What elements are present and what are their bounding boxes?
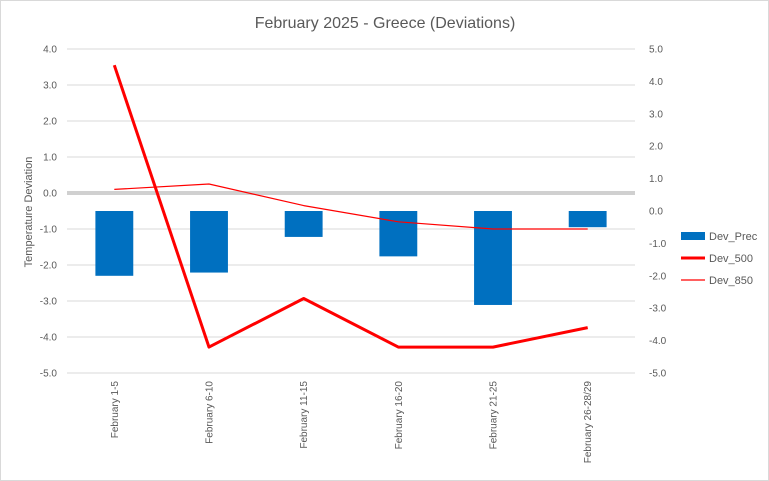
- x-tick-label: February 26-28/29: [583, 381, 594, 464]
- y-tick-label: -1.0: [40, 225, 58, 236]
- y-tick-label: -2.0: [40, 261, 58, 272]
- x-tick-label: February 21-25: [489, 381, 500, 450]
- y-tick-label: -5.0: [40, 369, 58, 380]
- y-tick-label: -3.0: [40, 297, 58, 308]
- y-tick-label: 2.0: [43, 117, 57, 128]
- y2-tick-label: 4.0: [649, 77, 663, 88]
- x-tick-label: February 11-15: [299, 381, 310, 449]
- chart-title: February 2025 - Greece (Deviations): [255, 15, 516, 32]
- y2-tick-label: -1.0: [649, 239, 667, 250]
- x-tick-label: February 1-5: [110, 381, 121, 439]
- plot-area: [95, 64, 607, 349]
- x-tick-label: February 16-20: [394, 381, 405, 450]
- y-axis-right: 5.0 4.0 3.0 2.0 1.0 0.0 -1.0 -2.0 -3.0 -4.0 -5.0: [649, 45, 667, 380]
- y-tick-label: 1.0: [43, 153, 57, 164]
- y-axis-title: Temperature Deviation: [23, 157, 35, 268]
- y2-tick-label: 0.0: [649, 207, 663, 218]
- bar-dev-prec: [568, 211, 607, 228]
- x-axis: February 1-5 February 6-10 February 11-15 F…: [110, 381, 594, 464]
- y2-tick-label: -2.0: [649, 271, 667, 282]
- x-tick-label: February 6-10: [205, 381, 216, 444]
- series-line-dev-850: [114, 183, 588, 230]
- y2-tick-label: -4.0: [649, 336, 667, 347]
- y2-tick-label: -5.0: [649, 369, 667, 380]
- y2-tick-label: 5.0: [649, 45, 663, 56]
- legend-label: Dev_850: [709, 275, 753, 287]
- y-tick-label: 4.0: [43, 45, 57, 56]
- legend: Dev_Prec Dev_500 Dev_850: [681, 231, 758, 287]
- legend-label: Dev_Prec: [709, 231, 758, 243]
- y2-tick-label: 3.0: [649, 109, 663, 120]
- y-tick-label: 3.0: [43, 81, 57, 92]
- bar-dev-prec: [190, 211, 228, 273]
- legend-swatch-dev-prec: [681, 232, 705, 240]
- gridlines: [67, 48, 635, 374]
- y-axis-left: 4.0 3.0 2.0 1.0 0.0 -1.0 -2.0 -3.0 -4.0 -5.0: [40, 45, 58, 380]
- bar-dev-prec: [284, 211, 323, 237]
- y-tick-label: -4.0: [40, 333, 58, 344]
- y2-tick-label: 1.0: [649, 174, 663, 185]
- bar-dev-prec: [379, 211, 418, 257]
- legend-label: Dev_500: [709, 253, 753, 265]
- y2-tick-label: 2.0: [649, 142, 663, 153]
- bar-dev-prec: [95, 211, 134, 276]
- bar-dev-prec: [474, 211, 512, 305]
- y-tick-label: 0.0: [43, 189, 57, 200]
- series-line-dev-500: [112, 64, 589, 349]
- y2-tick-label: -3.0: [649, 304, 667, 315]
